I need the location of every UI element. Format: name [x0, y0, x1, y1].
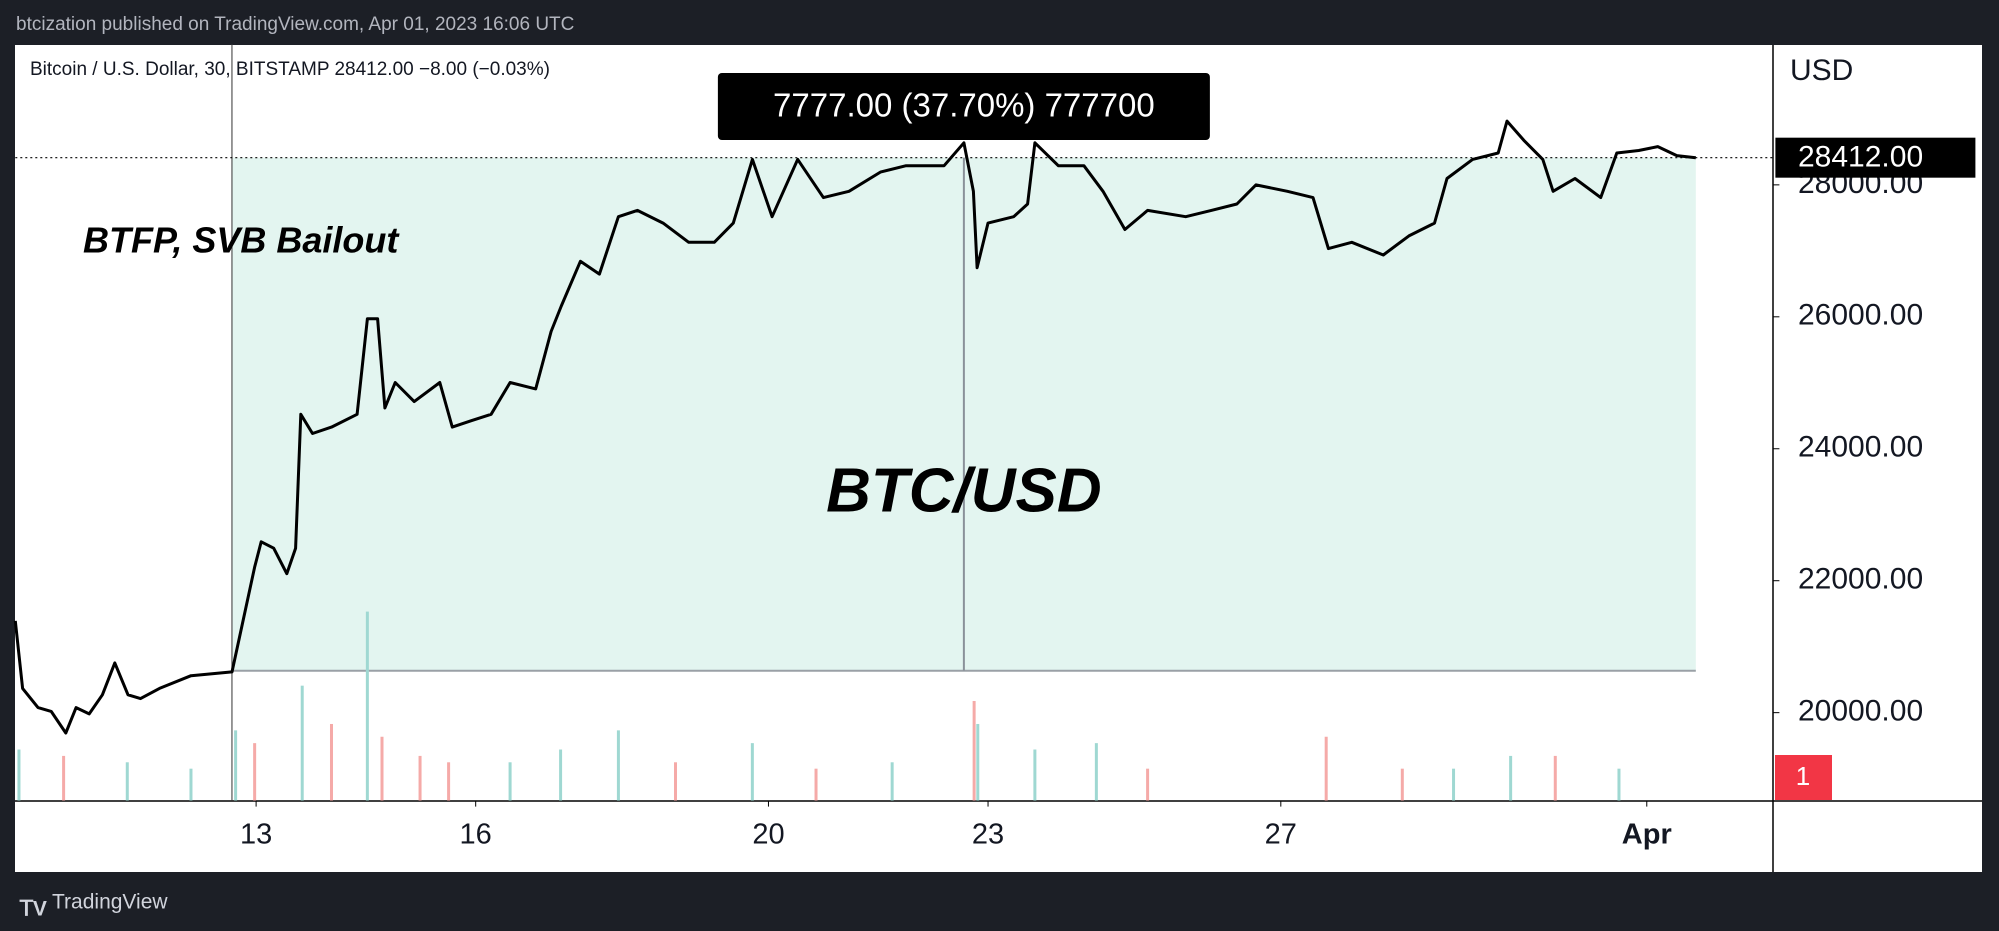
x-tick-label: 27: [1265, 819, 1297, 851]
x-tick-label: Apr: [1622, 819, 1672, 851]
volume-bar: [62, 755, 66, 801]
volume-bar: [380, 736, 384, 801]
volume-bar: [616, 730, 620, 801]
volume-bar: [418, 755, 422, 801]
logo: ꓔV: [19, 898, 47, 921]
volume-bar: [234, 730, 238, 801]
footer: TradingView: [52, 891, 168, 914]
x-tick-label: 23: [972, 819, 1004, 851]
volume-bar: [1324, 736, 1328, 801]
volume-bar: [814, 768, 818, 801]
volume-bar: [1033, 749, 1037, 801]
annotation: BTFP, SVB Bailout: [83, 220, 400, 261]
y-tick-label: 20000.00: [1798, 695, 1923, 728]
volume-bar: [972, 700, 976, 801]
volume-bar: [329, 723, 333, 801]
x-tick-label: 13: [240, 819, 272, 851]
volume-bar: [1617, 768, 1621, 801]
volume-bar: [1509, 755, 1513, 801]
chart-title: Bitcoin / U.S. Dollar, 30, BITSTAMP 2841…: [30, 59, 550, 80]
volume-bar: [447, 762, 451, 801]
volume-bar: [300, 685, 304, 801]
volume-bar: [508, 762, 512, 801]
volume-bar: [1452, 768, 1456, 801]
volume-bar: [253, 743, 257, 801]
y-tick-label: 26000.00: [1798, 299, 1923, 332]
annotation: BTC/USD: [826, 456, 1102, 525]
badge: 1: [1796, 761, 1810, 791]
y-tick-label: 24000.00: [1798, 431, 1923, 464]
x-tick-label: 20: [752, 819, 784, 851]
last-price-label: 28412.00: [1798, 141, 1923, 174]
volume-bar: [1094, 743, 1098, 801]
volume-bar: [750, 743, 754, 801]
volume-bar: [189, 768, 193, 801]
volume-bar: [1553, 755, 1557, 801]
header: btcization published on TradingView.com,…: [16, 14, 574, 35]
price-line: [13, 119, 1696, 735]
volume-bar: [674, 762, 678, 801]
volume-bar: [976, 723, 980, 801]
measure-label: 7777.00 (37.70%) 777700: [773, 87, 1155, 124]
volume-bar: [125, 762, 129, 801]
plot: [13, 44, 1774, 801]
volume-bar: [365, 611, 369, 801]
x-tick-label: 16: [460, 819, 492, 851]
y-axis-title: USD: [1790, 54, 1853, 87]
volume-bar: [890, 762, 894, 801]
last-price-box: [1775, 137, 1976, 178]
volume-bar: [559, 749, 563, 801]
volume-bar: [1146, 768, 1150, 801]
volume-bar: [1400, 768, 1404, 801]
badge-box: [1775, 755, 1832, 800]
measure-label-box: [717, 73, 1210, 140]
volume-bar: [17, 749, 21, 801]
y-tick-label: 22000.00: [1798, 563, 1923, 596]
